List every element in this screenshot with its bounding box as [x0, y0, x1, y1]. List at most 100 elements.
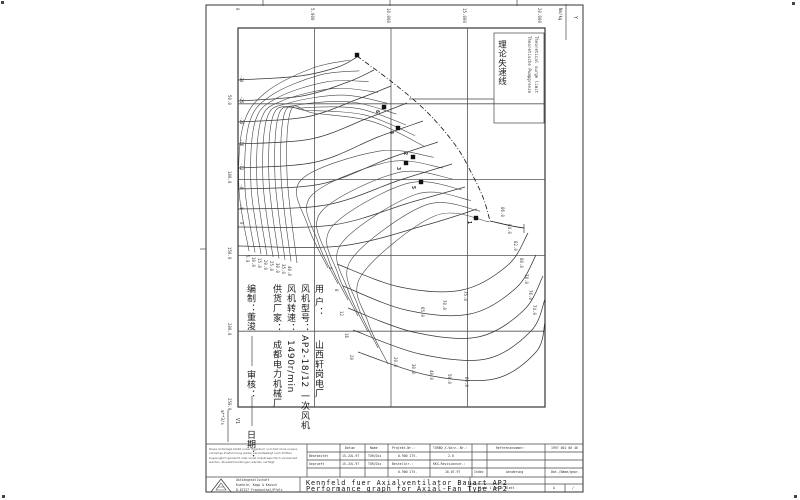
blade-angle-line-20 [357, 321, 546, 382]
operating-point-1 [473, 215, 479, 221]
info-user-value: 山西轩岗电厂 [313, 340, 323, 399]
th-name: Name [370, 446, 378, 450]
cell-blatt: Blatt 1 von 1 Blatt [478, 486, 515, 490]
cell-geprueft: Geprueft [309, 462, 325, 466]
contour-end-label: 75.0 [463, 291, 468, 301]
th-aenderung: Aenderung [506, 470, 524, 474]
efficiency-contour [316, 170, 453, 301]
info-speed-label: 风机转速： [285, 284, 295, 333]
contour-end-label: 5.0 [245, 255, 250, 263]
th-referenz: Referenznummer: [496, 446, 525, 450]
contour-end-label: 74.0 [532, 305, 537, 315]
cell-turbo-val: 2.0 [448, 454, 454, 458]
cell-gepr-name: TUR/Dix [368, 462, 382, 466]
blade-angle-line--4 [237, 163, 453, 210]
th-index: Index [474, 470, 484, 474]
contour-end-label: 10.0 [251, 257, 256, 267]
y-axis-tick-label: 200.0 [227, 323, 232, 336]
contour-end-label: 20.0 [393, 357, 398, 367]
blade-angle-line--8 [237, 141, 439, 190]
x-axis-tick-label: 10.000 [386, 8, 391, 23]
x-axis-unit-denominator: Nm/kg [558, 8, 563, 21]
operating-point-label: 6 [374, 110, 380, 114]
blade-angle-line--20 [237, 85, 392, 123]
blade-angle-label: 20 [349, 355, 354, 360]
th-projekt: Projekt-Nr.: [392, 446, 416, 450]
contour-end-label: 76.0 [528, 290, 533, 300]
blade-angle-label: 4 [328, 267, 333, 270]
drawing-title-en: Performance graph for Axial-Fan Type AP2 [306, 485, 508, 493]
info-prepared-label: 编制： [245, 284, 255, 314]
contour-end-label: 78.0 [524, 274, 529, 284]
y-axis-unit-numerator: V1 [234, 418, 240, 425]
blade-angle-label: 12 [339, 311, 344, 316]
efficiency-contour [296, 150, 434, 269]
info-speed-value: 1490r/min [285, 340, 295, 394]
blade-angle-line-8 [342, 254, 537, 317]
corner-mark [794, 495, 797, 498]
cell-kks-val: 16.07.97 [445, 470, 461, 474]
blade-angle-label: -4 [239, 204, 244, 209]
th-kks: KKS-Revisionsnr.: [433, 462, 466, 466]
y-axis-tick-label: 100.0 [227, 171, 232, 184]
x-axis-unit-numerator: Y [572, 16, 578, 20]
blade-angle-label: -25 [239, 96, 244, 104]
contour-end-label: 65.0 [420, 307, 425, 317]
blade-angle-label: -8 [239, 184, 244, 189]
blade-angle-label: -16 [239, 139, 244, 147]
efficiency-contour [336, 191, 471, 333]
blade-angle-line--30 [237, 56, 358, 81]
operating-point-3 [403, 160, 409, 166]
info-user-label: 用 户： [313, 284, 323, 317]
th-datum: Datum [345, 446, 355, 450]
corner-mark [2, 495, 5, 498]
cell-slash: / [572, 486, 574, 490]
cell-bearbeitet: Bearbeitet [309, 454, 329, 458]
th-turbo: TURBO_X-Vorz.-Nr.: [433, 446, 468, 450]
info-check-label: 审核： [245, 370, 255, 400]
blade-angle-line--16 [237, 102, 408, 145]
corner-mark [792, 2, 795, 5]
operating-point-label: 5 [410, 186, 416, 190]
blade-angle-line-12 [347, 275, 544, 339]
operating-point-surge-start [354, 52, 360, 58]
company-block: Aktiengesellschaft Kuehnle, Kopp & Kausc… [236, 478, 283, 492]
info-date-label: 日期： [245, 430, 255, 460]
contour-end-label: 86.0 [500, 207, 505, 217]
efficiency-contour [250, 80, 369, 255]
x-axis-tick-label: 5.000 [310, 8, 315, 21]
contour-end-label: 35.0 [281, 264, 286, 274]
blade-angle-label: 16 [344, 333, 349, 338]
blade-angle-label: -20 [239, 117, 244, 125]
operating-point-label: 3 [395, 167, 401, 171]
operating-point-label: 2 [402, 152, 408, 156]
operating-point-label: 4 [388, 131, 394, 135]
info-supplier-value: 成都电力机械厂 [271, 340, 281, 409]
operating-point-6 [381, 104, 387, 110]
contour-end-label: 70.0 [442, 300, 447, 310]
cell-gepr-datum: 15-JUL-97 [342, 462, 360, 466]
surge-legend-en: Theoretical surge limit [534, 36, 539, 94]
surge-limit-line [356, 55, 491, 222]
x-axis-tick-label: 0 [235, 8, 240, 11]
surge-legend-zh: 理论失速线 [496, 40, 507, 86]
contour-end-label: 15.0 [257, 258, 262, 268]
info-supplier-label: 供货厂家： [271, 284, 281, 333]
y-axis-tick-label: 250.0 [227, 398, 232, 411]
x-axis-tick-label: 15.000 [462, 8, 467, 23]
contour-end-label: 84.0 [507, 224, 512, 234]
contour-end-label: 20.0 [263, 260, 268, 270]
contour-end-label: 82.0 [513, 241, 518, 251]
contour-end-label: 80.0 [519, 258, 524, 268]
blade-angle-label: 0 [239, 222, 244, 225]
cell-bestell-val: 0.900 275. [398, 470, 418, 474]
cell-bearb-name: TUR/Dix [368, 454, 382, 458]
th-datname: Dat./Name/gepr. [551, 470, 580, 474]
operating-point-4 [395, 125, 401, 131]
blade-angle-line--2 [237, 186, 466, 228]
info-model-value: AP2-18/12 一次风机 [299, 335, 309, 431]
efficiency-contour [238, 59, 351, 252]
blade-angle-line-16 [352, 298, 546, 361]
